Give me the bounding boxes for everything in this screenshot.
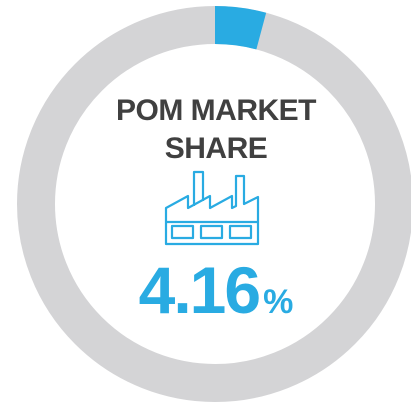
value-label: 4.16% (138, 253, 294, 327)
chart-title: POM MARKET SHARE (116, 94, 317, 165)
factory-icon (164, 170, 260, 246)
donut-track (17, 6, 411, 402)
donut-segment (214, 6, 267, 50)
